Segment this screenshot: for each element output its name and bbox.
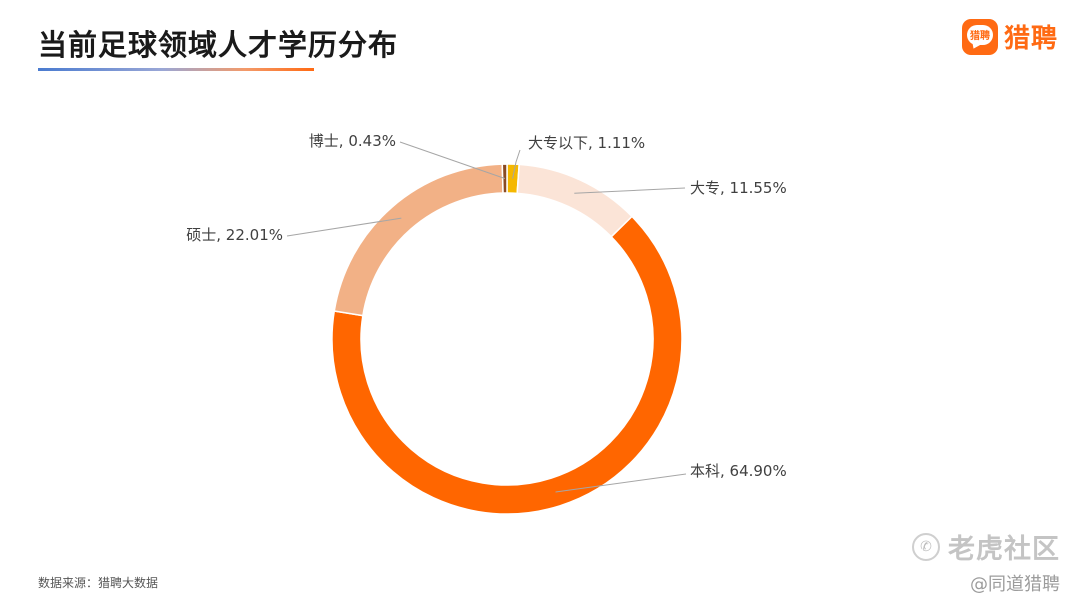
leader-line-1: [512, 149, 521, 179]
brand: 猎聘 猎聘: [961, 18, 1058, 55]
leader-line-5: [399, 141, 505, 179]
brand-name: 猎聘: [1003, 24, 1058, 54]
data-label-5: 博士, 0.43%: [309, 132, 396, 150]
page-title: 当前足球领域人才学历分布: [38, 28, 399, 62]
leader-line-4: [286, 217, 402, 237]
tiger-community-icon: ✆: [912, 532, 940, 561]
watermark: ✆ 老虎社区: [912, 527, 1060, 566]
speech-bubble-logo-icon: 猎聘: [961, 18, 998, 55]
data-label-1: 大专以下, 1.11%: [528, 134, 645, 152]
watermark-text: 老虎社区: [948, 534, 1060, 565]
brand-logo-text: 猎聘: [966, 24, 993, 45]
donut-slice-3: [331, 215, 683, 515]
data-label-4: 硕士, 22.01%: [186, 226, 283, 244]
data-label-3: 本科, 64.90%: [690, 462, 787, 480]
donut-slice-4: [333, 163, 504, 317]
donut-slice-2: [516, 163, 634, 238]
data-source: 数据来源：猎聘大数据: [38, 576, 159, 590]
leader-line-2: [574, 187, 686, 194]
data-label-2: 大专, 11.55%: [690, 179, 787, 197]
credit-text: @同道猎聘: [970, 574, 1060, 595]
title-underline: [38, 68, 314, 71]
leader-line-3: [555, 473, 687, 493]
